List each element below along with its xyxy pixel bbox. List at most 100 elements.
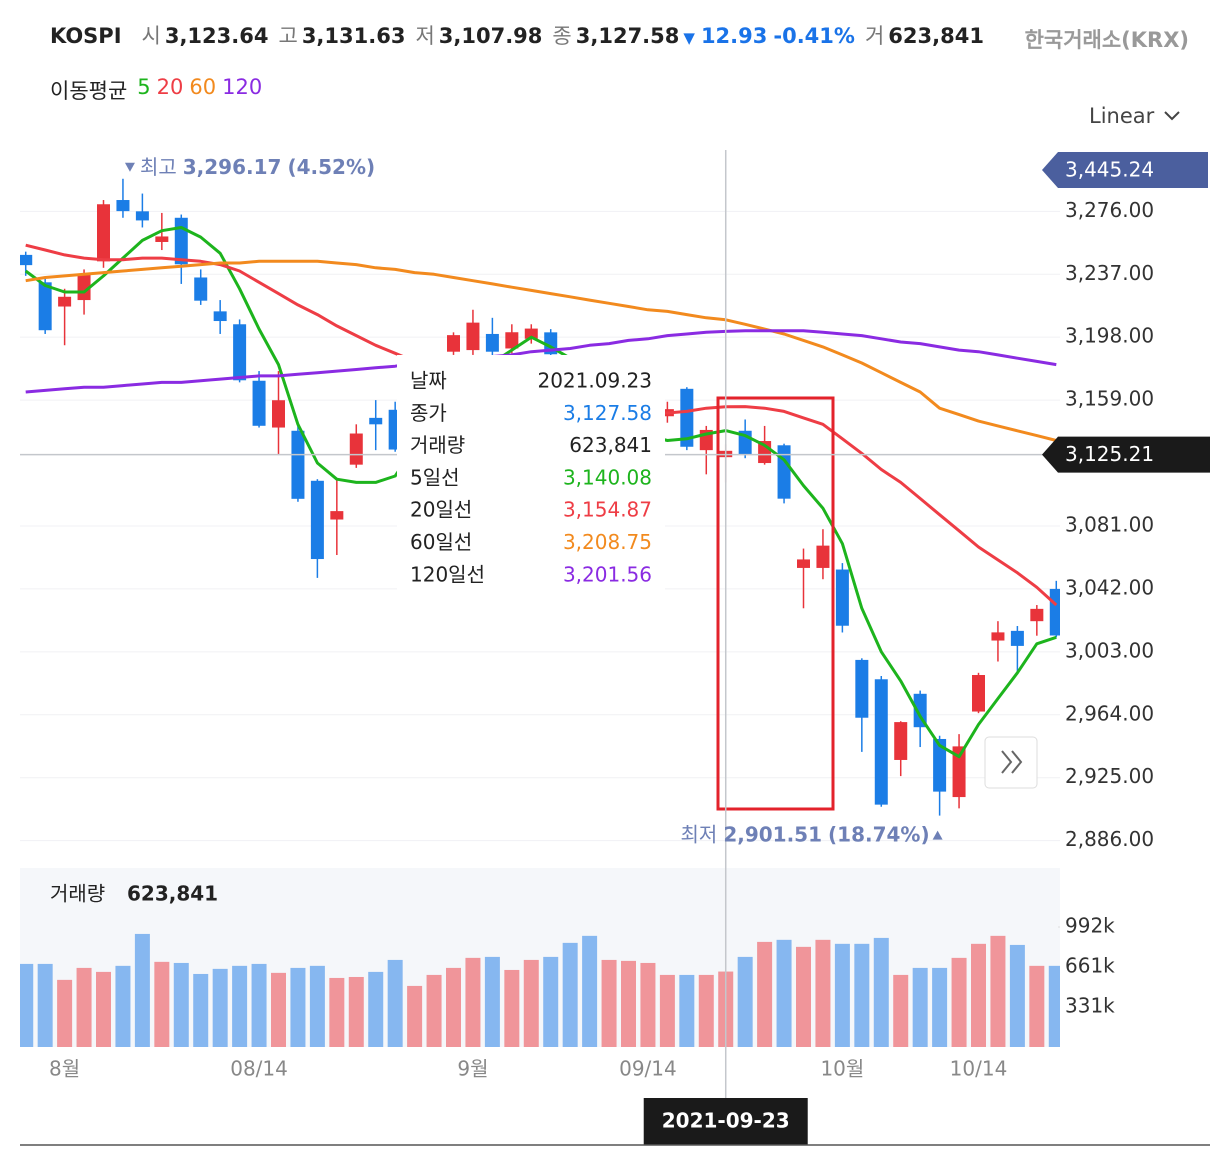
volume-bar [951, 957, 967, 1047]
volume-bar [37, 963, 53, 1047]
close-value: 3,127.58 [575, 24, 680, 48]
chevron-right [1001, 750, 1013, 774]
volume-value: 623,841 [888, 24, 984, 48]
candle-body [194, 277, 208, 301]
legend-entry: 60 [189, 75, 217, 99]
volume-bar [1048, 965, 1060, 1047]
volume-bar [737, 956, 753, 1047]
crosshair-y-label: 3,125.21 [1065, 442, 1154, 466]
y-tick-label: 3,042.00 [1065, 575, 1154, 599]
volume-bar [348, 976, 364, 1047]
volume-bar [173, 962, 189, 1047]
highlight-box [716, 396, 835, 811]
volume-bar [815, 939, 831, 1047]
candle-body [272, 400, 285, 428]
high-marker [124, 162, 135, 172]
candle-body [310, 480, 324, 560]
chevron-right [1011, 750, 1023, 774]
volume-bar [465, 957, 481, 1047]
high-marker-text: 최고 3,296.17 (4.52%) [140, 154, 375, 178]
candle-body [777, 445, 791, 499]
volume-bar [193, 973, 209, 1047]
candle-body [816, 545, 830, 568]
volume-bar [776, 939, 792, 1047]
high-marker-label: 최고 [140, 154, 177, 178]
legend-entry: 5 [137, 75, 151, 99]
ma-legend-title: 이동평균 [50, 79, 128, 103]
tooltip-value: 623,841 [569, 433, 652, 457]
low-marker-label: 최저 [681, 822, 718, 846]
range-box [1042, 152, 1208, 188]
x-tick-label: 09/14 [619, 1057, 677, 1081]
high-marker-value: 3,296.17 [183, 154, 282, 178]
volume-bar [1009, 944, 1025, 1047]
change-pct: -0.41% [773, 24, 855, 48]
low-marker-value: 2,901.51 [723, 822, 822, 846]
volume-bar [271, 972, 286, 1047]
candle-body [330, 511, 344, 520]
volume-bar [971, 943, 986, 1047]
tooltip-value: 3,154.87 [563, 498, 652, 522]
volume-bar [601, 959, 617, 1047]
tooltip-name: 종가 [410, 401, 447, 425]
scroll-button[interactable] [984, 736, 1038, 789]
candle-body [349, 433, 363, 465]
low-marker-text: 최저 2,901.51 (18.74%) [681, 822, 930, 846]
volume-bar [407, 985, 423, 1047]
close-label: 종 [552, 24, 572, 48]
candle-body [155, 236, 169, 242]
legend-entry: 20 [156, 75, 184, 99]
volume-bar [562, 942, 578, 1047]
volume-bar [796, 946, 811, 1047]
tooltip-value: 3,140.08 [563, 465, 652, 489]
candle-body [485, 333, 499, 352]
volume-bar [1029, 965, 1045, 1047]
y-tick-label: 3,276.00 [1065, 198, 1154, 222]
ma-line [25, 329, 1057, 394]
volume-bar [659, 974, 675, 1047]
quote-header: KOSPI 시 3,123.64 고 3,131.63 저 3,107.98 종 3,1… [50, 20, 984, 50]
index-name: KOSPI [50, 24, 122, 48]
candle-body [797, 559, 810, 568]
volume-bar [582, 935, 598, 1047]
scale-select[interactable]: Linear [1089, 104, 1180, 128]
volume-bar [543, 956, 559, 1047]
y-tick-label: 2,886.00 [1065, 827, 1154, 851]
axes: 3,276.00 3,237.00 3,198.00 3,159.00 3,081.00… [49, 152, 1210, 1145]
volume-bar [115, 965, 131, 1047]
candle-body [447, 335, 460, 352]
candle-body [38, 282, 52, 331]
volume-bar [990, 935, 1006, 1047]
candle-body [933, 738, 947, 792]
y-tick-label: 2,964.00 [1065, 701, 1154, 725]
candle-body [952, 746, 966, 798]
volume-bar [232, 965, 248, 1047]
x-tick-label: 10월 [820, 1057, 864, 1081]
volume-bar [154, 961, 170, 1047]
volume-bar [20, 963, 34, 1047]
candle-body [97, 204, 110, 262]
low-marker [932, 830, 943, 840]
range-label: 3,445.24 [1065, 158, 1154, 182]
scale-select-label: Linear [1089, 104, 1155, 128]
volume-bar [621, 960, 636, 1047]
volume-bar [96, 971, 111, 1047]
tooltip-name: 20일선 [410, 498, 472, 522]
volume-bar [329, 977, 345, 1047]
y-tick-label: 3,198.00 [1065, 324, 1154, 348]
ma-legend: 이동평균 5 20 60 120 [50, 75, 262, 105]
change-value: 12.93 [700, 24, 768, 48]
tooltip-value: 3,201.56 [563, 562, 652, 586]
volume-bar [212, 968, 228, 1047]
crosshair-x-box [643, 1098, 808, 1145]
candle-body [466, 322, 480, 351]
tooltip-value: 2021.09.23 [537, 369, 652, 393]
volume-title: 거래량 [50, 882, 105, 906]
candle-body [58, 296, 72, 307]
candle-body [1049, 588, 1060, 636]
volume-bar [484, 956, 500, 1047]
candle-body [894, 722, 908, 760]
volume-bar [834, 943, 850, 1047]
candle-body [291, 430, 305, 499]
